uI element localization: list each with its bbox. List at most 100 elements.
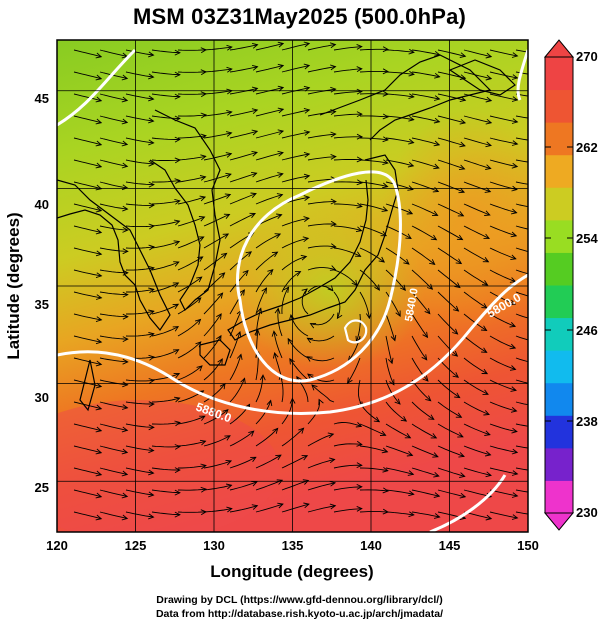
- streamline-arrowhead: [223, 213, 231, 219]
- streamline-arrowhead: [395, 310, 401, 317]
- streamline: [437, 291, 459, 312]
- streamline: [385, 225, 412, 239]
- streamline: [73, 225, 102, 233]
- streamline-arrowhead: [259, 374, 266, 381]
- streamline: [359, 489, 389, 492]
- streamline: [73, 93, 102, 102]
- streamline: [255, 173, 283, 183]
- streamline-arrowhead: [122, 227, 129, 233]
- streamline-arrowhead: [485, 164, 492, 170]
- streamline: [385, 93, 414, 98]
- streamline: [229, 481, 257, 491]
- streamline-arrowhead: [300, 254, 308, 261]
- streamline: [126, 310, 154, 315]
- streamline: [125, 93, 154, 100]
- streamline: [437, 335, 458, 357]
- streamline-arrowhead: [433, 471, 440, 478]
- streamline-arrowhead: [539, 117, 544, 122]
- streamline-arrowhead: [484, 430, 491, 436]
- streamline-arrowhead: [276, 193, 284, 199]
- streamline: [359, 203, 388, 212]
- streamline: [229, 505, 258, 513]
- streamline-arrowhead: [509, 365, 517, 371]
- streamline: [437, 71, 466, 79]
- streamline-arrowhead: [356, 43, 363, 50]
- streamline: [515, 357, 528, 363]
- streamline: [151, 115, 180, 119]
- streamline-arrowhead: [173, 240, 181, 246]
- streamline-arrowhead: [222, 409, 229, 416]
- streamline-arrowhead: [511, 427, 518, 434]
- streamline: [177, 155, 206, 161]
- streamline: [359, 159, 388, 164]
- streamline-arrowhead: [95, 52, 103, 59]
- streamline-arrowhead: [485, 514, 493, 521]
- colorbar-tick-label: 270: [576, 49, 598, 64]
- streamline: [203, 335, 222, 359]
- streamline: [229, 87, 258, 95]
- streamline-arrowhead: [267, 269, 274, 276]
- streamline: [281, 42, 310, 51]
- streamline-arrowhead: [455, 258, 463, 265]
- streamline: [151, 422, 180, 425]
- streamline: [411, 159, 439, 169]
- contour-label-5840: 5840.0: [403, 287, 421, 322]
- streamline: [151, 49, 180, 54]
- streamline: [385, 445, 413, 456]
- streamline-arrowhead: [429, 259, 436, 266]
- streamline: [515, 401, 528, 406]
- colorbar-segment: [545, 252, 573, 286]
- streamline: [229, 109, 258, 117]
- streamline: [307, 373, 335, 382]
- streamline-arrowhead: [538, 318, 543, 323]
- streamline-arrowhead: [95, 404, 103, 411]
- streamline: [385, 49, 414, 53]
- streamline-arrowhead: [148, 181, 155, 188]
- streamline-arrowhead: [122, 269, 129, 276]
- streamline: [515, 115, 528, 119]
- streamline: [255, 454, 282, 469]
- coastlines: [57, 54, 516, 412]
- streamline: [437, 159, 465, 170]
- streamline: [437, 269, 461, 288]
- y-tick-label: 40: [35, 197, 49, 212]
- streamline: [489, 225, 517, 237]
- y-axis-title: Latitude (degrees): [4, 212, 23, 359]
- streamline-arrowhead: [122, 205, 129, 212]
- streamline-arrowhead: [174, 71, 181, 78]
- streamline: [99, 445, 128, 453]
- streamline-arrowhead: [289, 357, 295, 365]
- streamline-arrowhead: [356, 440, 363, 447]
- streamline-arrowhead: [356, 462, 363, 469]
- streamline-arrowhead: [394, 398, 401, 405]
- streamline: [229, 172, 257, 183]
- streamline-arrowhead: [510, 254, 517, 261]
- y-tick-label: 30: [35, 390, 49, 405]
- streamline-arrowhead: [452, 305, 460, 312]
- streamline-arrowhead: [510, 386, 517, 392]
- streamline: [203, 435, 231, 447]
- y-tick-label: 25: [35, 480, 49, 495]
- streamline: [73, 269, 102, 277]
- colorbar-bottom-arrow: [543, 512, 575, 531]
- streamline-arrowhead: [222, 233, 230, 239]
- streamline-arrowhead: [381, 206, 389, 212]
- streamline-arrowhead: [239, 289, 245, 296]
- streamline: [307, 267, 336, 271]
- streamline: [333, 46, 362, 51]
- streamline: [515, 159, 528, 163]
- streamline: [463, 49, 492, 58]
- streamline-arrowhead: [249, 212, 257, 219]
- streamline: [151, 397, 180, 403]
- streamline-arrowhead: [484, 210, 491, 216]
- streamline-arrowhead: [481, 280, 489, 286]
- streamline-arrowhead: [457, 432, 464, 438]
- streamline-arrowhead: [277, 107, 285, 114]
- streamline-arrowhead: [172, 326, 180, 332]
- streamline-arrowhead: [425, 395, 432, 402]
- streamline: [229, 378, 246, 403]
- streamline: [515, 181, 528, 185]
- streamline-arrowhead: [277, 85, 285, 92]
- streamline: [437, 203, 464, 217]
- streamline: [333, 247, 361, 257]
